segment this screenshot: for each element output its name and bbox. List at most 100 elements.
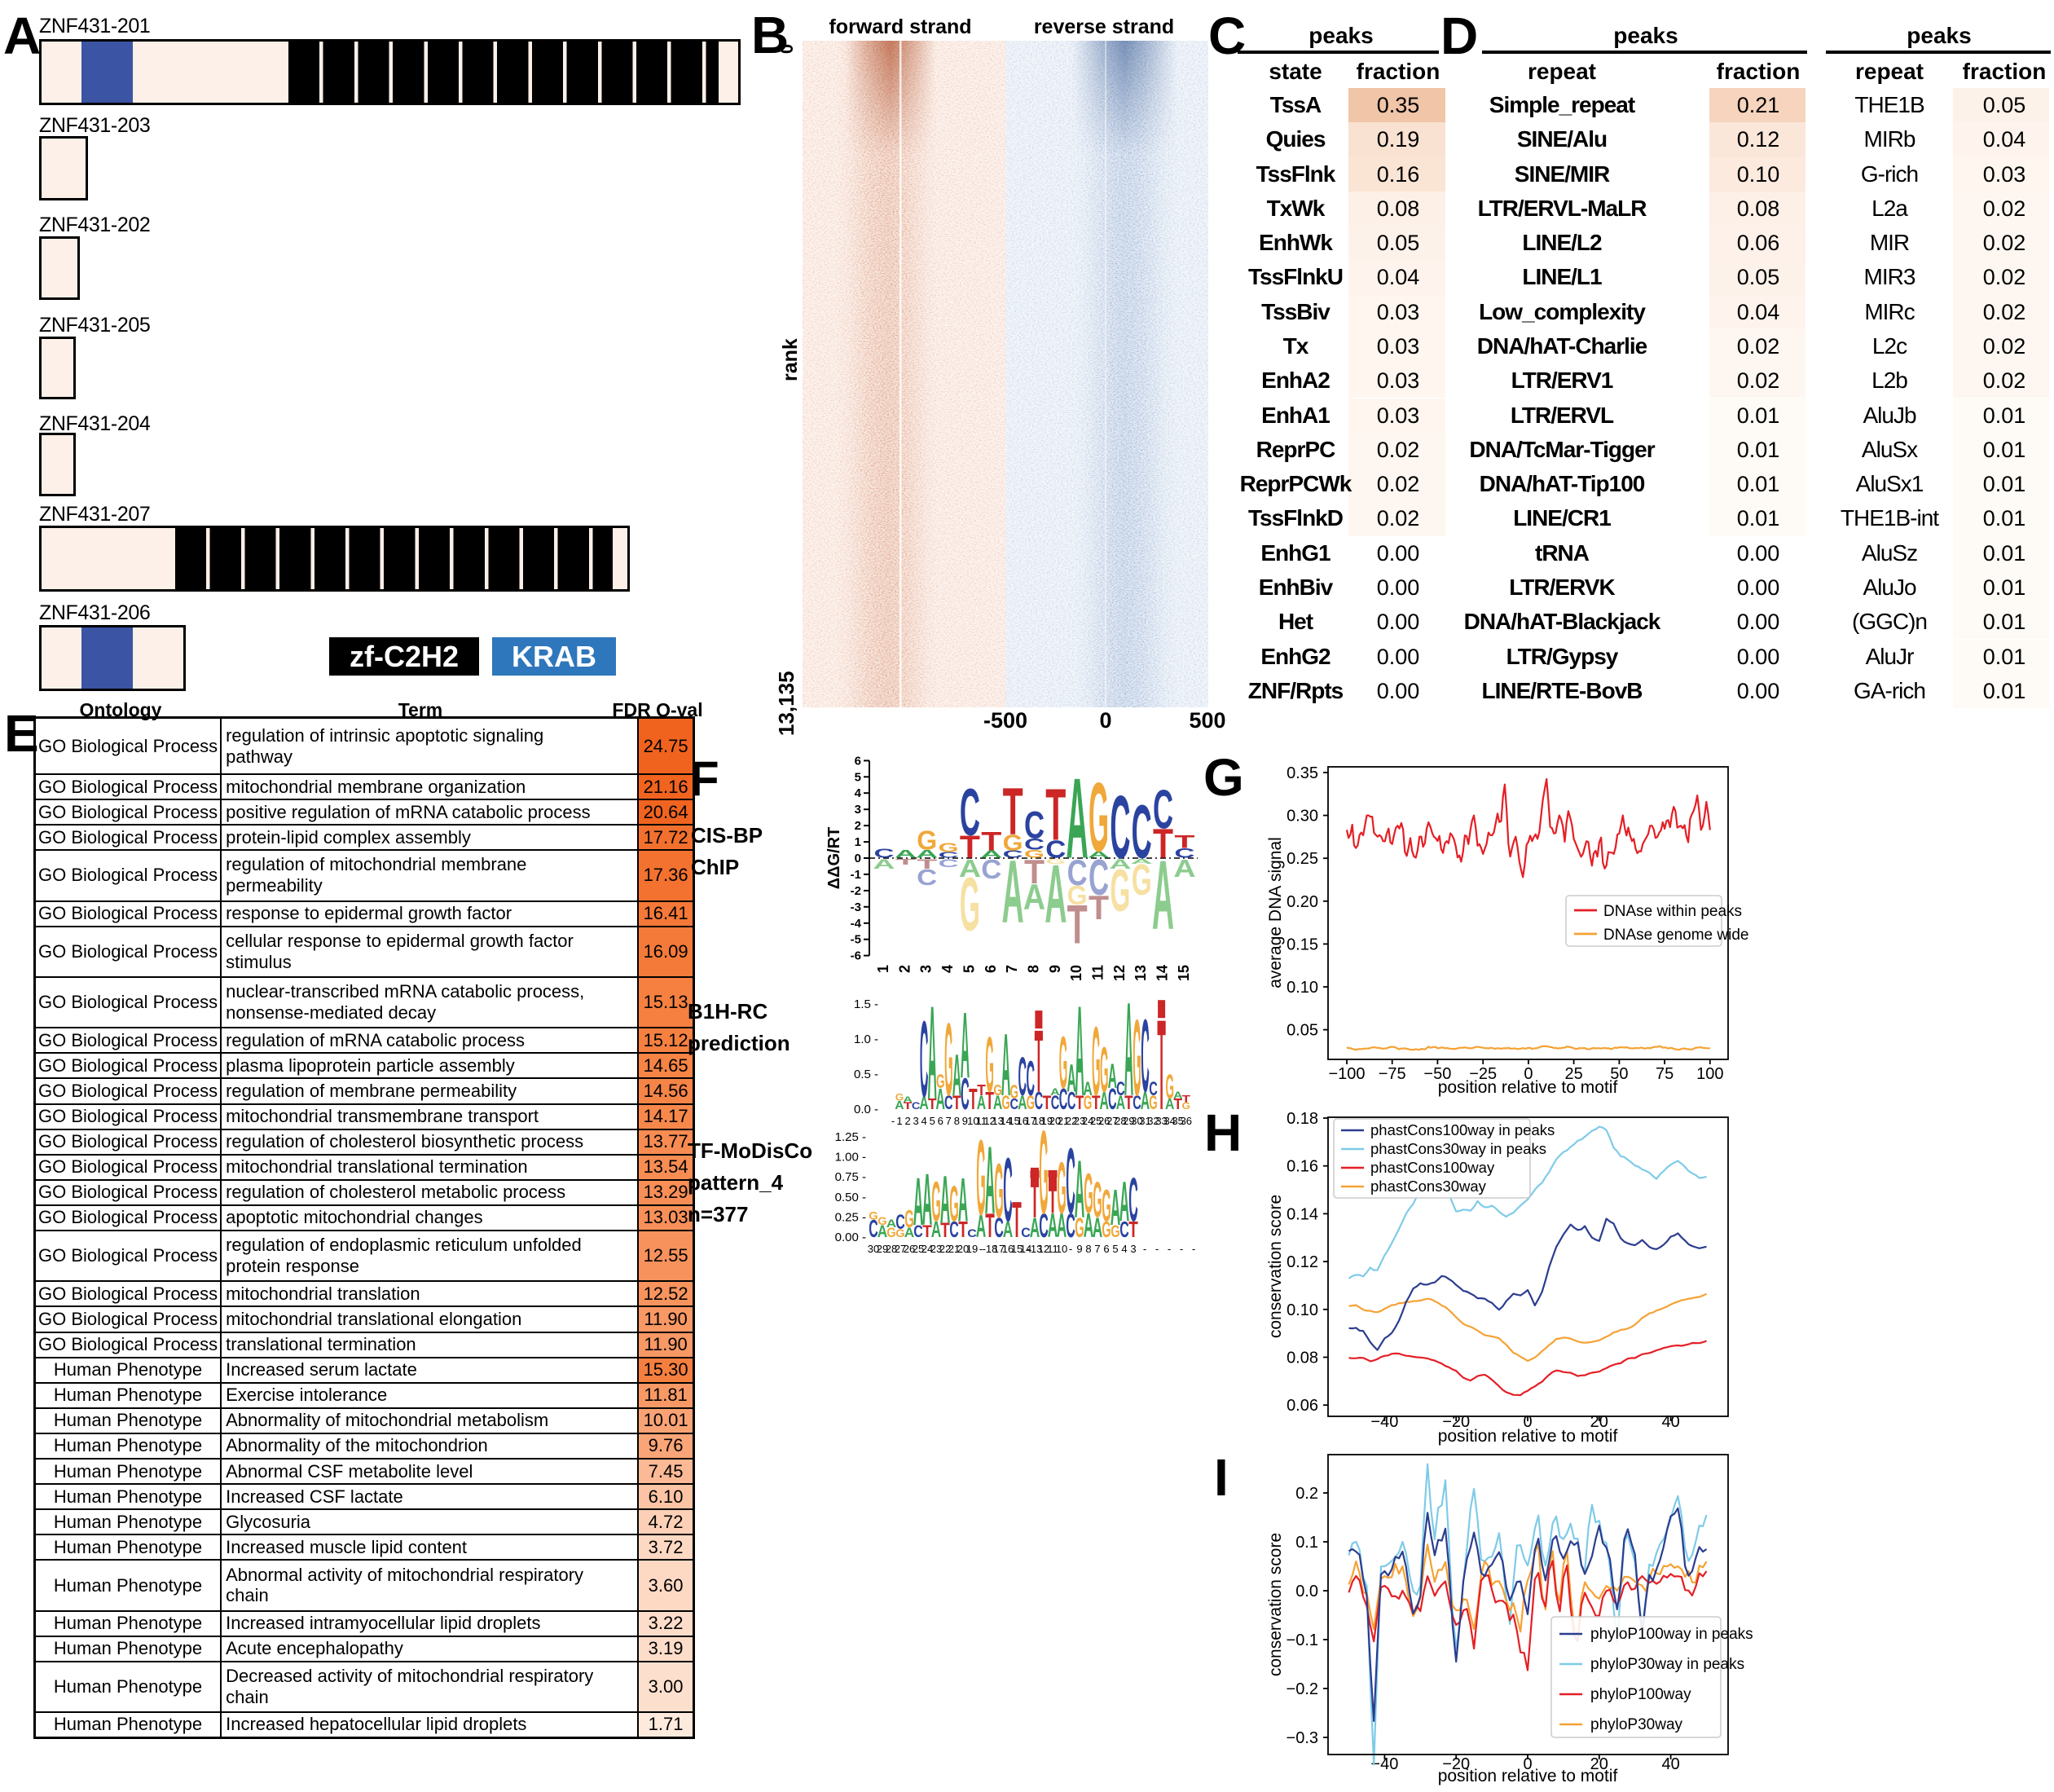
svg-text:G: G xyxy=(1110,857,1130,924)
svg-text:0.10: 0.10 xyxy=(1286,979,1318,997)
svg-text:C: C xyxy=(1128,1165,1138,1235)
svg-text:14: 14 xyxy=(1020,1243,1031,1255)
svg-text:G: G xyxy=(949,1175,958,1232)
svg-text:G: G xyxy=(1057,1147,1066,1229)
svg-text:28: 28 xyxy=(886,1243,897,1255)
svg-text:A: A xyxy=(895,848,917,861)
svg-text:A: A xyxy=(961,994,970,1099)
svg-text:29: 29 xyxy=(1123,1115,1134,1127)
svg-text:15: 15 xyxy=(1011,1243,1023,1255)
svg-text:−20: −20 xyxy=(1442,1755,1470,1773)
svg-text:C: C xyxy=(920,999,929,1121)
svg-text:C: C xyxy=(994,1212,1004,1244)
svg-text:5: 5 xyxy=(855,770,861,784)
svg-text:1.5 -: 1.5 - xyxy=(854,997,878,1011)
svg-text:9: 9 xyxy=(1076,1243,1082,1255)
svg-text:3: 3 xyxy=(855,803,861,817)
svg-text:27: 27 xyxy=(895,1243,906,1255)
svg-text:C: C xyxy=(939,851,959,860)
svg-text:−40: −40 xyxy=(1370,1413,1398,1431)
svg-text:−0.3: −0.3 xyxy=(1286,1729,1318,1747)
svg-text:A: A xyxy=(1003,1217,1014,1242)
svg-text:0.30: 0.30 xyxy=(1286,808,1318,826)
svg-text:−100: −100 xyxy=(1328,1065,1365,1083)
svg-text:20: 20 xyxy=(1590,1755,1608,1773)
svg-text:A: A xyxy=(977,1092,987,1114)
svg-text:0.2: 0.2 xyxy=(1295,1485,1318,1503)
svg-text:C: C xyxy=(1119,1217,1129,1242)
svg-text:G: G xyxy=(1111,1222,1119,1241)
svg-text:C: C xyxy=(1153,779,1173,840)
svg-text:A: A xyxy=(931,1217,942,1242)
svg-text:A: A xyxy=(959,855,981,883)
svg-text:12: 12 xyxy=(1038,1243,1049,1255)
svg-text:0.0 -: 0.0 - xyxy=(854,1103,878,1116)
svg-text:36: 36 xyxy=(1181,1115,1192,1127)
svg-text:A: A xyxy=(1116,1092,1126,1114)
svg-text:G: G xyxy=(985,1019,993,1108)
svg-text:C: C xyxy=(1003,848,1023,861)
svg-text:26: 26 xyxy=(1098,1115,1110,1127)
svg-text:-3: -3 xyxy=(851,900,861,914)
svg-text:3: 3 xyxy=(918,965,935,973)
svg-text:C: C xyxy=(1089,849,1109,905)
svg-text:G: G xyxy=(1182,1100,1191,1112)
svg-text:-5: -5 xyxy=(851,933,861,947)
svg-text:A: A xyxy=(940,1162,950,1238)
svg-text:-2: -2 xyxy=(851,884,861,898)
svg-text:G: G xyxy=(1132,856,1152,905)
svg-text:A: A xyxy=(1067,754,1089,882)
svg-text:9: 9 xyxy=(1047,965,1063,973)
svg-text:A: A xyxy=(873,857,895,873)
svg-text:A: A xyxy=(904,1225,915,1240)
svg-text:T: T xyxy=(1128,1218,1138,1243)
svg-text:C: C xyxy=(917,864,937,890)
svg-text:13: 13 xyxy=(1133,965,1149,981)
svg-text:A: A xyxy=(1119,1169,1129,1233)
svg-text:T: T xyxy=(1012,1191,1022,1248)
svg-text:T: T xyxy=(1067,894,1088,955)
svg-text:G: G xyxy=(1001,1092,1009,1114)
svg-text:3: 3 xyxy=(913,1115,918,1127)
svg-text:DNAse genome wide: DNAse genome wide xyxy=(1603,927,1748,944)
svg-text:A: A xyxy=(1067,1055,1075,1100)
svg-text:C: C xyxy=(1067,852,1088,893)
svg-text:G: G xyxy=(994,1149,1003,1235)
svg-text:A: A xyxy=(985,1126,995,1234)
svg-text:20: 20 xyxy=(957,1243,969,1255)
svg-text:G: G xyxy=(1089,762,1109,872)
svg-text:C: C xyxy=(1066,1206,1075,1245)
svg-text:G: G xyxy=(1102,1217,1111,1242)
svg-text:A: A xyxy=(922,1158,932,1240)
svg-text:phastCons30way in peaks: phastCons30way in peaks xyxy=(1370,1140,1546,1157)
svg-text:conservation score: conservation score xyxy=(1266,1533,1285,1676)
svg-text:24: 24 xyxy=(921,1243,933,1255)
svg-text:C: C xyxy=(1027,1051,1036,1106)
svg-text:1.0 -: 1.0 - xyxy=(854,1032,878,1046)
svg-text:T: T xyxy=(1153,820,1173,866)
svg-text:0.18: 0.18 xyxy=(1286,1110,1318,1128)
svg-text:0: 0 xyxy=(1524,1065,1533,1083)
svg-text:32: 32 xyxy=(1147,1115,1159,1127)
svg-text:0.75 -: 0.75 - xyxy=(835,1170,866,1184)
svg-text:A: A xyxy=(1088,849,1110,860)
svg-text:29: 29 xyxy=(877,1243,888,1255)
svg-text:C: C xyxy=(949,1217,959,1242)
svg-text:-: - xyxy=(1192,1243,1195,1255)
svg-text:A: A xyxy=(886,1218,896,1231)
svg-text:31: 31 xyxy=(1139,1115,1150,1127)
svg-text:A: A xyxy=(1075,1144,1084,1235)
svg-text:28: 28 xyxy=(1115,1115,1126,1127)
svg-text:27: 27 xyxy=(1106,1115,1118,1127)
svg-text:2: 2 xyxy=(896,965,913,973)
svg-text:A: A xyxy=(958,1165,968,1235)
svg-text:A: A xyxy=(1173,855,1195,883)
svg-text:-: - xyxy=(1069,1243,1072,1255)
svg-text:10: 10 xyxy=(967,1115,979,1127)
svg-text:G: G xyxy=(976,1117,985,1238)
svg-text:C: C xyxy=(1003,1139,1013,1241)
svg-text:4: 4 xyxy=(855,786,862,800)
svg-text:position relative to motif: position relative to motif xyxy=(1438,1078,1618,1097)
svg-text:A: A xyxy=(1109,857,1131,873)
svg-text:0.12: 0.12 xyxy=(1286,1253,1318,1271)
